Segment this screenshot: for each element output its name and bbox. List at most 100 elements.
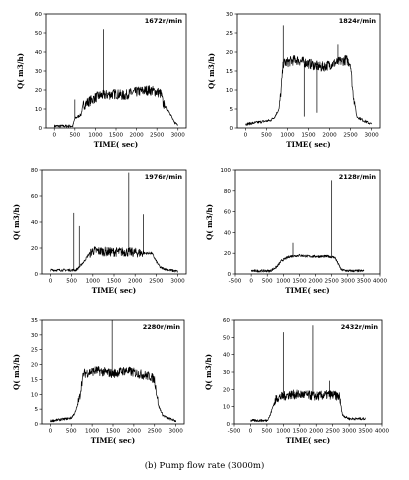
y-tick-label: 15 — [31, 377, 39, 383]
plot-frame — [45, 13, 187, 129]
y-tick-label: 25 — [226, 31, 234, 37]
y-axis-label: Q( m3/h) — [16, 53, 25, 89]
y-tick-label: 50 — [223, 335, 231, 341]
y-tick-label: 50 — [35, 31, 43, 37]
x-axis-label: TIME( sec) — [91, 436, 135, 445]
x-tick-label: 500 — [262, 429, 273, 435]
x-axis-label: TIME( sec) — [94, 140, 138, 149]
y-axis-label: Q( m3/h) — [207, 53, 216, 89]
x-tick-label: 2500 — [150, 133, 165, 139]
x-tick-label: 1500 — [107, 279, 122, 285]
y-tick-label: 35 — [31, 318, 39, 324]
x-tick-label: 500 — [66, 429, 77, 435]
plot-frame — [233, 319, 383, 425]
y-tick-label: 30 — [223, 370, 231, 376]
panel-title: 2432r/min — [341, 323, 379, 331]
x-tick-label: 3000 — [342, 429, 357, 435]
y-axis-label: Q( m3/h) — [12, 354, 21, 390]
flow-rate-line — [50, 366, 176, 423]
x-tick-label: 3000 — [171, 133, 186, 139]
x-tick-label: 3000 — [341, 279, 356, 285]
x-tick-label: 2000 — [322, 133, 337, 139]
x-tick-label: 2500 — [149, 279, 164, 285]
flow-rate-line — [50, 246, 178, 273]
x-tick-label: 1500 — [292, 279, 307, 285]
x-tick-label: 500 — [262, 279, 273, 285]
x-axis-label: TIME( sec) — [286, 140, 330, 149]
flow-rate-line — [53, 85, 179, 128]
y-tick-label: 60 — [31, 194, 39, 200]
y-tick-label: 0 — [34, 272, 38, 278]
x-tick-label: 500 — [261, 133, 272, 139]
x-tick-label: 1500 — [301, 133, 316, 139]
y-tick-label: 30 — [31, 333, 39, 339]
y-tick-label: 10 — [226, 88, 234, 94]
x-tick-label: 500 — [69, 133, 80, 139]
x-tick-label: 3000 — [364, 133, 379, 139]
x-tick-label: 0 — [52, 133, 56, 139]
x-tick-label: 2000 — [127, 429, 142, 435]
x-tick-label: -500 — [229, 279, 242, 285]
y-tick-label: 40 — [224, 230, 232, 236]
x-tick-label: 2000 — [129, 133, 144, 139]
y-tick-label: 40 — [35, 50, 43, 56]
y-axis-label: Q( m3/h) — [205, 204, 214, 240]
x-tick-label: 2000 — [128, 279, 143, 285]
y-tick-label: 20 — [31, 246, 39, 252]
y-tick-label: 60 — [35, 12, 43, 18]
y-tick-label: 10 — [223, 405, 231, 411]
chart-panel-1: 0 500 1000 1500 2000 2500 3000 0 10 20 30 40 50 60 TIM… — [16, 12, 187, 149]
panel-title: 1672r/min — [145, 17, 183, 25]
x-tick-label: 1000 — [276, 279, 291, 285]
y-tick-label: 15 — [226, 69, 234, 75]
panel-title: 2128r/min — [339, 173, 377, 181]
panel-title: 2280r/min — [143, 323, 181, 331]
chart-panel-3: 0 500 1000 1500 2000 2500 3000 0 20 40 60 80 TIME( s… — [12, 168, 187, 295]
y-tick-label: 0 — [227, 272, 231, 278]
y-tick-label: 100 — [220, 168, 231, 174]
x-tick-label: 2000 — [308, 279, 323, 285]
y-tick-label: 5 — [34, 407, 38, 413]
y-tick-label: 60 — [224, 210, 232, 216]
y-tick-label: 20 — [31, 363, 39, 369]
y-tick-label: 0 — [34, 422, 38, 428]
x-tick-label: 1000 — [85, 429, 100, 435]
flow-rate-line — [245, 54, 372, 126]
x-tick-label: 1500 — [293, 429, 308, 435]
x-axis-label: TIME( sec) — [92, 286, 136, 295]
y-tick-label: 80 — [31, 168, 39, 174]
y-tick-label: 0 — [38, 126, 42, 132]
x-tick-label: 0 — [249, 279, 253, 285]
y-tick-label: 30 — [35, 69, 43, 75]
x-tick-label: 2000 — [309, 429, 324, 435]
y-tick-label: 0 — [226, 422, 230, 428]
x-tick-label: 0 — [49, 429, 53, 435]
y-tick-label: 20 — [223, 387, 231, 393]
y-tick-label: 20 — [224, 251, 232, 257]
y-tick-label: 20 — [226, 50, 234, 56]
x-tick-label: 3500 — [358, 429, 373, 435]
y-tick-label: 80 — [224, 189, 232, 195]
x-tick-label: 2500 — [325, 279, 340, 285]
y-axis-label: Q( m3/h) — [204, 354, 213, 390]
x-tick-label: 0 — [49, 279, 53, 285]
chart-panel-5: 0 500 1000 1500 2000 2500 3000 0 5 10 15 20 25 30 35 TI… — [12, 318, 185, 445]
x-tick-label: 3500 — [357, 279, 372, 285]
x-tick-label: 1000 — [88, 133, 103, 139]
x-tick-label: -500 — [228, 429, 241, 435]
x-tick-label: 2500 — [148, 429, 163, 435]
x-tick-label: 3000 — [169, 429, 184, 435]
x-tick-label: 2500 — [326, 429, 341, 435]
y-tick-label: 10 — [35, 107, 43, 113]
y-tick-label: 30 — [226, 12, 234, 18]
x-tick-label: 0 — [249, 429, 253, 435]
x-tick-label: 0 — [244, 133, 248, 139]
x-tick-label: 1000 — [276, 429, 291, 435]
figure-caption: (b) Pump flow rate (3000m) — [144, 461, 265, 471]
chart-panel-6: -500 0 500 1000 1500 2000 2500 3000 3500 40000102… — [204, 318, 390, 445]
chart-panel-2: 0 500 1000 1500 2000 2500 3000 0 5 10 15 20 25 30 TIME… — [207, 12, 381, 149]
x-tick-label: 4000 — [375, 429, 390, 435]
y-tick-label: 20 — [35, 88, 43, 94]
x-axis-label: TIME( sec) — [286, 436, 330, 445]
